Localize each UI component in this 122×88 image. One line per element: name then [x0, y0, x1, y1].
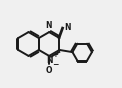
Text: N: N: [46, 56, 52, 65]
Text: O: O: [46, 66, 52, 75]
Text: N: N: [64, 23, 70, 32]
Text: N: N: [45, 21, 52, 30]
Text: +: +: [53, 52, 58, 58]
Text: −: −: [52, 60, 59, 69]
